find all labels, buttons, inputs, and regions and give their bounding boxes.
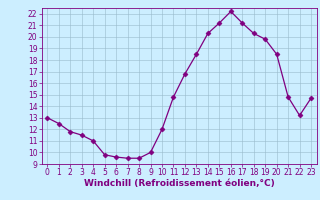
X-axis label: Windchill (Refroidissement éolien,°C): Windchill (Refroidissement éolien,°C) <box>84 179 275 188</box>
